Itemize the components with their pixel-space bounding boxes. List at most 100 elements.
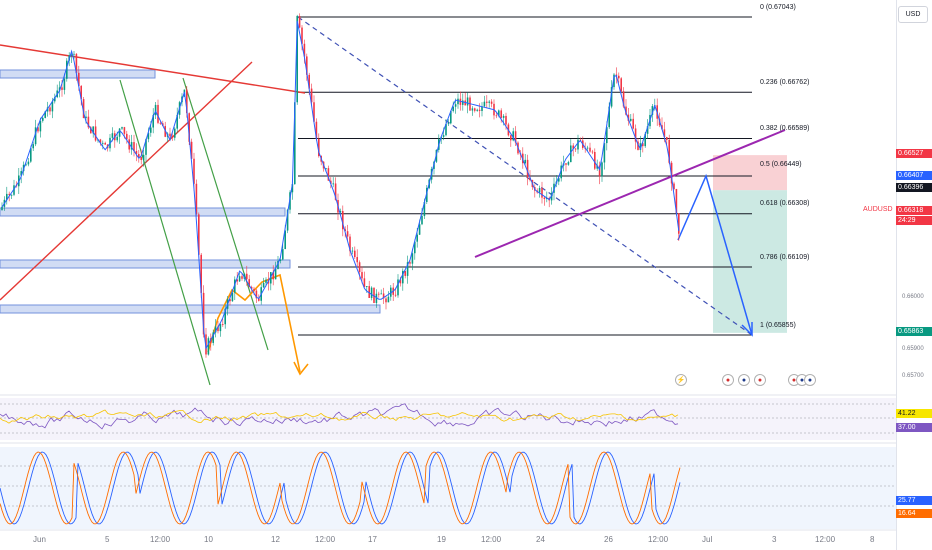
candle-body	[634, 128, 637, 142]
candle-body	[474, 108, 476, 111]
candle-body	[409, 262, 411, 264]
candle-body	[303, 43, 306, 57]
stoch-k-line	[0, 451, 681, 525]
candle-body	[229, 299, 231, 302]
candle-body	[349, 236, 351, 252]
candle-body	[313, 102, 315, 122]
candle-body	[265, 279, 267, 283]
candle-body	[174, 128, 176, 138]
candle-body	[632, 118, 634, 129]
candle-body	[351, 250, 354, 252]
green-trendline	[182, 77, 269, 351]
fib-label-0: 0 (0.67043)	[760, 4, 796, 11]
target-price-badge: 0.65863	[896, 327, 932, 336]
fib-trend-line	[297, 16, 753, 336]
candle-body	[118, 128, 121, 137]
candle-body	[490, 101, 493, 104]
time-label: 19	[437, 535, 446, 544]
candle-body	[637, 141, 639, 150]
price-chart[interactable]	[0, 0, 896, 550]
au-flag-event-icon[interactable]: ●	[804, 374, 816, 386]
candle-body	[414, 241, 416, 254]
candle-body	[94, 126, 97, 141]
candle-body	[310, 88, 313, 103]
time-label: 8	[870, 535, 875, 544]
candle-body	[445, 124, 447, 136]
candle-body	[356, 257, 358, 263]
candle-body	[390, 287, 392, 297]
candle-body	[644, 133, 646, 147]
candle-body	[339, 211, 342, 213]
candle-body	[426, 187, 428, 202]
candle-body	[104, 142, 106, 145]
time-label: 12:00	[648, 535, 669, 544]
candle-body	[30, 148, 32, 162]
us-flag-event-icon[interactable]: ●	[722, 374, 734, 386]
candle-body	[116, 136, 118, 141]
time-label: 12	[271, 535, 280, 544]
candle-body	[49, 107, 51, 112]
candle-body	[51, 101, 54, 112]
candle-body	[169, 133, 171, 137]
stoch-d-badge: 16.64	[896, 509, 932, 518]
stoch-k-badge: 25.77	[896, 496, 932, 505]
red-trendline	[0, 44, 306, 94]
stoch-d-line	[0, 451, 681, 525]
candle-body	[130, 142, 133, 150]
candle-body	[462, 100, 464, 105]
candle-body	[663, 129, 666, 137]
candle-body	[342, 211, 344, 230]
candle-body	[565, 163, 567, 165]
candle-body	[34, 127, 37, 145]
candle-body	[10, 194, 13, 196]
candle-body	[217, 326, 219, 332]
candle-body	[152, 115, 154, 128]
candle-body	[308, 74, 310, 89]
candle-body	[188, 113, 190, 142]
candle-body	[589, 147, 591, 152]
candle-body	[82, 99, 85, 119]
candle-body	[574, 148, 577, 150]
candle-body	[195, 183, 198, 215]
candle-body	[154, 104, 157, 116]
candle-body	[246, 273, 248, 280]
us-flag-event-icon[interactable]: ●	[754, 374, 766, 386]
candle-body	[231, 292, 234, 302]
candle-body	[399, 279, 402, 284]
time-label: 10	[204, 535, 213, 544]
flash-event-icon[interactable]: ⚡	[675, 374, 687, 386]
candle-body	[442, 135, 445, 137]
candle-body	[500, 110, 502, 118]
candle-body	[171, 136, 174, 138]
candle-body	[447, 123, 450, 125]
candle-body	[630, 118, 632, 121]
candle-body	[248, 279, 250, 287]
candle-body	[296, 16, 298, 103]
currency-button[interactable]: USD	[898, 6, 928, 23]
candle-body	[577, 139, 579, 150]
candle-body	[361, 272, 363, 279]
price-scale[interactable]	[896, 0, 932, 550]
candle-body	[241, 276, 243, 279]
time-label: 12:00	[815, 535, 836, 544]
candle-body	[625, 106, 627, 115]
candle-body	[606, 127, 608, 144]
candle-body	[601, 162, 603, 177]
candle-body	[526, 159, 529, 178]
time-label: 12:00	[150, 535, 171, 544]
candle-body	[567, 162, 570, 165]
candle-body	[39, 120, 42, 132]
candle-body	[502, 115, 505, 118]
au-flag-event-icon[interactable]: ●	[738, 374, 750, 386]
orange-path	[207, 273, 301, 373]
candle-body	[58, 87, 61, 91]
projection-path	[677, 173, 753, 336]
candle-body	[603, 143, 606, 163]
candle-body	[111, 133, 114, 138]
price-tick: 0.65900	[902, 346, 924, 352]
candle-body	[512, 131, 514, 141]
fib-label-0382: 0.382 (0.66589)	[760, 125, 810, 132]
candle-body	[147, 132, 150, 140]
candle-body	[190, 141, 193, 159]
candle-body	[186, 89, 188, 114]
